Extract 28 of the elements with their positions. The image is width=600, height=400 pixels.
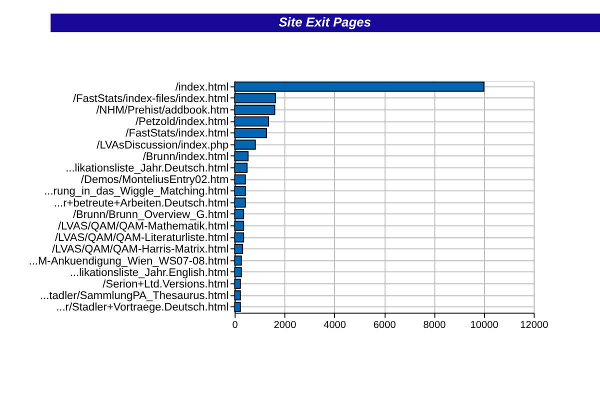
x-tick-label: 10000 (470, 320, 499, 331)
y-tick-label: ...likationsliste_Jahr.Deutsch.html (66, 162, 229, 174)
x-tick-label: 12000 (520, 320, 549, 331)
y-tick-label: ...likationsliste_Jahr.English.html (70, 266, 229, 279)
y-tick-label: /LVAS/QAM/QAM-Harris-Matrix.html (52, 244, 229, 256)
y-tick-label: /Serion+Ltd.Versions.html (102, 278, 229, 290)
y-tick-label: /Brunn/index.html (142, 150, 229, 163)
y-tick-label: ...r+betreute+Arbeiten.Deutsch.html (54, 197, 229, 210)
x-tick-label: 6000 (373, 320, 396, 331)
y-tick-label: /LVAS/QAM/QAM-Literaturliste.html (54, 232, 229, 244)
y-tick-label: /Brunn/Brunn_Overview_G.html (72, 208, 229, 221)
y-tick-label: /Demos/MonteliusEntry02.htm (80, 174, 229, 186)
y-tick-label: ...r/Stadler+Vortraege.Deutsch.html (56, 302, 229, 314)
x-tick-label: 0 (232, 320, 238, 331)
x-tick-label: 8000 (423, 320, 446, 331)
y-tick-label: /LVAsDiscussion/index.php (96, 139, 229, 152)
y-tick-label: ...tadler/SammlungPA_Thesaurus.html (40, 290, 229, 302)
x-tick-label: 4000 (324, 320, 346, 331)
y-tick-label: /index.html (175, 81, 229, 94)
chart-title: Site Exit Pages (278, 14, 372, 30)
y-tick-label: /LVAS/QAM/QAM-Mathematik.html (58, 220, 229, 232)
y-tick-label: /NHM/Prehist/addbook.htm (96, 104, 229, 117)
x-tick-label: 2000 (274, 320, 297, 331)
y-tick-label: ...M-Ankuendigung_Wien_WS07-08.html (28, 255, 229, 268)
y-tick-label: ...rung_in_das_Wiggle_Matching.html (44, 186, 229, 198)
y-tick-label: /Petzold/index.html (135, 116, 229, 128)
y-tick-label: /FastStats/index.html (126, 128, 229, 140)
y-tick-label: /FastStats/index-files/index.html (72, 92, 229, 105)
